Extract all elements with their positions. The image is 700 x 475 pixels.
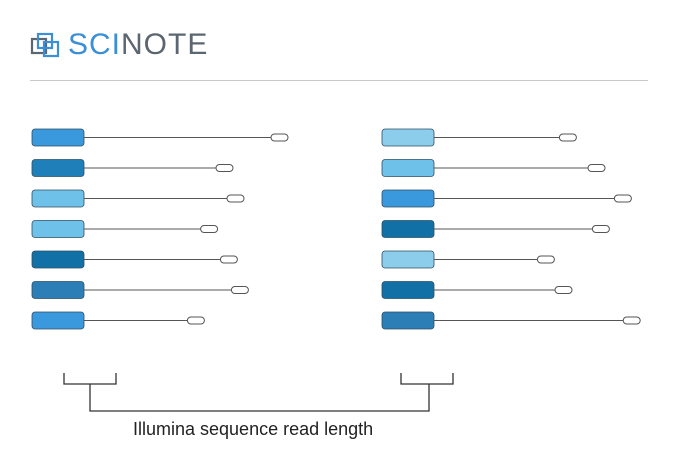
left-read-7-adapter-block bbox=[31, 311, 85, 330]
right-read-5-end-cap bbox=[536, 255, 555, 264]
left-read-2-adapter-block bbox=[31, 159, 85, 177]
right-read-3-adapter-block bbox=[381, 189, 435, 208]
left-read-6-adapter-block bbox=[31, 281, 85, 299]
left-read-5 bbox=[31, 250, 238, 269]
left-read-1-adapter-block bbox=[31, 128, 85, 147]
right-read-2-end-cap bbox=[587, 164, 606, 172]
left-read-6-end-cap bbox=[230, 286, 249, 294]
right-read-2-adapter-block bbox=[381, 159, 435, 177]
right-read-3 bbox=[381, 189, 632, 208]
left-read-5-end-cap bbox=[219, 255, 238, 264]
left-read-7-end-cap bbox=[186, 316, 205, 325]
left-read-5-adapter-block bbox=[31, 250, 85, 269]
left-read-4-adapter-block bbox=[31, 220, 85, 238]
left-read-3-end-cap bbox=[226, 194, 245, 203]
right-read-6 bbox=[381, 281, 573, 299]
left-read-3-adapter-block bbox=[31, 189, 85, 208]
scinote-wordmark: SCINOTE bbox=[68, 28, 208, 62]
right-read-4-end-cap bbox=[591, 225, 610, 233]
right-read-1-adapter-block bbox=[381, 128, 435, 147]
right-read-5-adapter-block bbox=[381, 250, 435, 269]
left-read-group bbox=[31, 128, 289, 330]
read-length-bracket bbox=[63, 373, 454, 412]
wordmark-sci: SCI bbox=[68, 28, 122, 61]
right-read-1-end-cap bbox=[558, 133, 577, 142]
right-read-5 bbox=[381, 250, 555, 269]
right-read-1 bbox=[381, 128, 577, 147]
scinote-logo: SCINOTE bbox=[30, 28, 208, 62]
right-read-2 bbox=[381, 159, 606, 177]
left-read-7 bbox=[31, 311, 205, 330]
left-read-4 bbox=[31, 220, 219, 238]
left-read-2 bbox=[31, 159, 234, 177]
wordmark-note: NOTE bbox=[121, 28, 209, 61]
right-read-4 bbox=[381, 220, 610, 238]
left-read-2-end-cap bbox=[215, 164, 234, 172]
right-read-group bbox=[381, 128, 641, 330]
scinote-logo-icon bbox=[30, 32, 60, 58]
right-read-4-adapter-block bbox=[381, 220, 435, 238]
header-divider bbox=[30, 80, 648, 81]
left-read-1-end-cap bbox=[270, 133, 289, 142]
left-read-1 bbox=[31, 128, 289, 147]
right-read-7-end-cap bbox=[622, 316, 641, 325]
right-read-7-adapter-block bbox=[381, 311, 435, 330]
left-read-6 bbox=[31, 281, 249, 299]
right-read-7 bbox=[381, 311, 641, 330]
left-read-4-end-cap bbox=[200, 225, 219, 233]
right-read-6-adapter-block bbox=[381, 281, 435, 299]
diagram-caption: Illumina sequence read length bbox=[133, 419, 374, 439]
right-read-3-end-cap bbox=[613, 194, 632, 203]
right-read-6-end-cap bbox=[554, 286, 573, 294]
left-read-3 bbox=[31, 189, 245, 208]
